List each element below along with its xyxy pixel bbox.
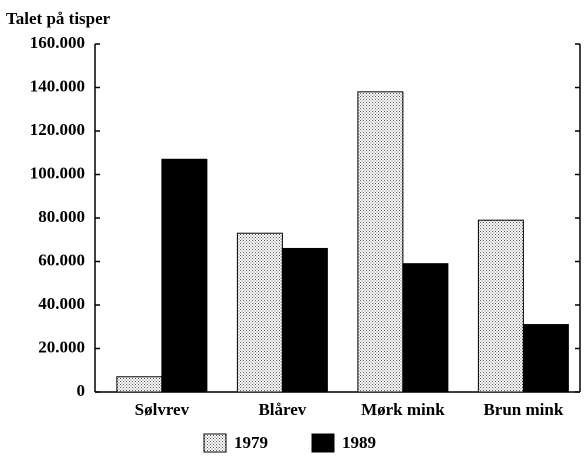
y-axis-title: Talet på tisper [6, 9, 111, 28]
legend-label: 1989 [342, 433, 376, 452]
y-tick-label: 60.000 [38, 250, 85, 269]
legend-label: 1979 [234, 433, 268, 452]
legend-swatch [203, 433, 227, 453]
y-tick-label: 120.000 [30, 120, 85, 139]
bar [357, 91, 404, 393]
x-tick-label: Brun mink [483, 400, 563, 419]
bar [116, 376, 163, 393]
bar [236, 232, 283, 393]
x-tick-label: Sølvrev [135, 400, 190, 419]
y-tick-label: 40.000 [38, 294, 85, 313]
y-tick-label: 100.000 [30, 163, 85, 182]
y-tick-label: 20.000 [38, 337, 85, 356]
x-tick-label: Blårev [258, 400, 306, 419]
y-tick-label: 160.000 [30, 33, 85, 52]
y-tick-label: 80.000 [38, 207, 85, 226]
bar [522, 324, 569, 393]
bar [161, 158, 208, 393]
y-tick-label: 140.000 [30, 76, 85, 95]
x-tick-label: Mørk mink [361, 400, 445, 419]
bar [402, 263, 449, 393]
legend-swatch [311, 433, 335, 453]
y-tick-label: 0 [77, 381, 86, 400]
bar [477, 219, 524, 393]
bar [281, 247, 328, 393]
